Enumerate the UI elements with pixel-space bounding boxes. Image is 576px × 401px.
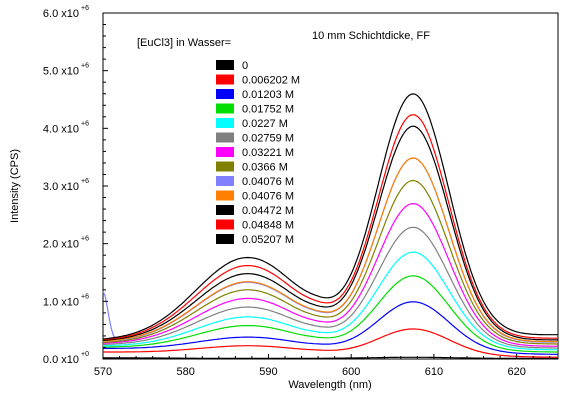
- y-tick-label: 0.0 x10: [43, 354, 79, 366]
- legend-swatch: [216, 161, 234, 172]
- legend-swatch: [216, 89, 234, 99]
- series-line: [102, 202, 558, 347]
- legend: 0 0.006202 M 0.01203 M 0.01752 M 0.0227 M 0.0…: [216, 60, 300, 246]
- legend-swatch: [216, 60, 234, 70]
- legend-swatch: [216, 147, 234, 157]
- series-line: [103, 356, 558, 359]
- x-axis-title: Wavelength (nm): [288, 379, 371, 391]
- series-line: [102, 179, 558, 345]
- x-tick-label: 600: [342, 366, 360, 378]
- y-tick-label: 3.0 x10: [43, 181, 79, 193]
- legend-swatch: [216, 234, 234, 244]
- y-tick-exponent: +6: [81, 63, 89, 70]
- y-tick-exponent: +6: [81, 178, 89, 185]
- plot-frame: [102, 12, 559, 360]
- series-line: [102, 125, 558, 341]
- legend-swatch: [216, 103, 234, 114]
- legend-label: 0.05207 M: [242, 234, 294, 246]
- series-line: [102, 226, 558, 349]
- legend-label: 0: [242, 60, 248, 72]
- legend-label: 0.006202 M: [242, 75, 300, 87]
- legend-label: 0.02759 M: [242, 133, 294, 145]
- y-tick-exponent: +6: [81, 236, 89, 243]
- series-layer: [102, 93, 559, 359]
- legend-swatch: [216, 74, 234, 85]
- series-line: [103, 301, 559, 355]
- legend-label: 0.04848 M: [242, 220, 294, 232]
- series-line: [102, 275, 559, 353]
- x-axis: 570 580 590 600 610 620: [94, 354, 551, 378]
- legend-title: [EuCl3] in Wasser=: [137, 37, 231, 49]
- x-tick-label: 620: [507, 366, 525, 378]
- series-line: [102, 157, 559, 343]
- x-tick-label: 610: [425, 366, 443, 378]
- legend-label: 0.03221 M: [242, 147, 294, 159]
- x-tick-label: 570: [94, 366, 112, 378]
- y-tick-label: 2.0 x10: [43, 239, 79, 251]
- legend-label: 0.04472 M: [242, 205, 294, 217]
- legend-swatch: [216, 190, 234, 201]
- y-tick-label: 5.0 x10: [43, 66, 79, 78]
- legend-swatch: [216, 219, 234, 230]
- y-tick-exponent: +6: [81, 5, 89, 12]
- legend-swatch: [216, 176, 234, 186]
- legend-label: 0.01203 M: [242, 89, 294, 101]
- y-tick-label: 1.0 x10: [43, 296, 79, 308]
- y-tick-exponent: +6: [81, 120, 89, 127]
- legend-swatch: [216, 132, 234, 143]
- y-tick-exponent: +6: [81, 293, 89, 300]
- y-tick-exponent: +0: [81, 351, 89, 358]
- series-line: [102, 251, 558, 351]
- legend-label: 0.0227 M: [242, 118, 288, 130]
- legend-label: 0.04076 M: [242, 176, 294, 188]
- legend-label: 0.0366 M: [242, 162, 288, 174]
- series-line: [103, 328, 559, 358]
- legend-swatch: [216, 118, 234, 128]
- series-line: [102, 114, 558, 341]
- y-tick-label: 6.0 x10: [43, 8, 79, 20]
- y-axis: 0.0 x10 +01.0 x10 +62.0 x10 +63.0 x10 +64.0 …: [43, 5, 108, 366]
- y-tick-label: 4.0 x10: [43, 123, 79, 135]
- legend-swatch: [216, 205, 234, 215]
- x-tick-label: 590: [259, 366, 277, 378]
- legend-label: 0.04076 M: [242, 191, 294, 203]
- x-tick-label: 580: [177, 366, 195, 378]
- series-line: [102, 93, 558, 340]
- y-axis-title: Intensity (CPS): [9, 149, 21, 223]
- legend-label: 0.01752 M: [242, 104, 294, 116]
- annotation-text: 10 mm Schichtdicke, FF: [312, 30, 430, 42]
